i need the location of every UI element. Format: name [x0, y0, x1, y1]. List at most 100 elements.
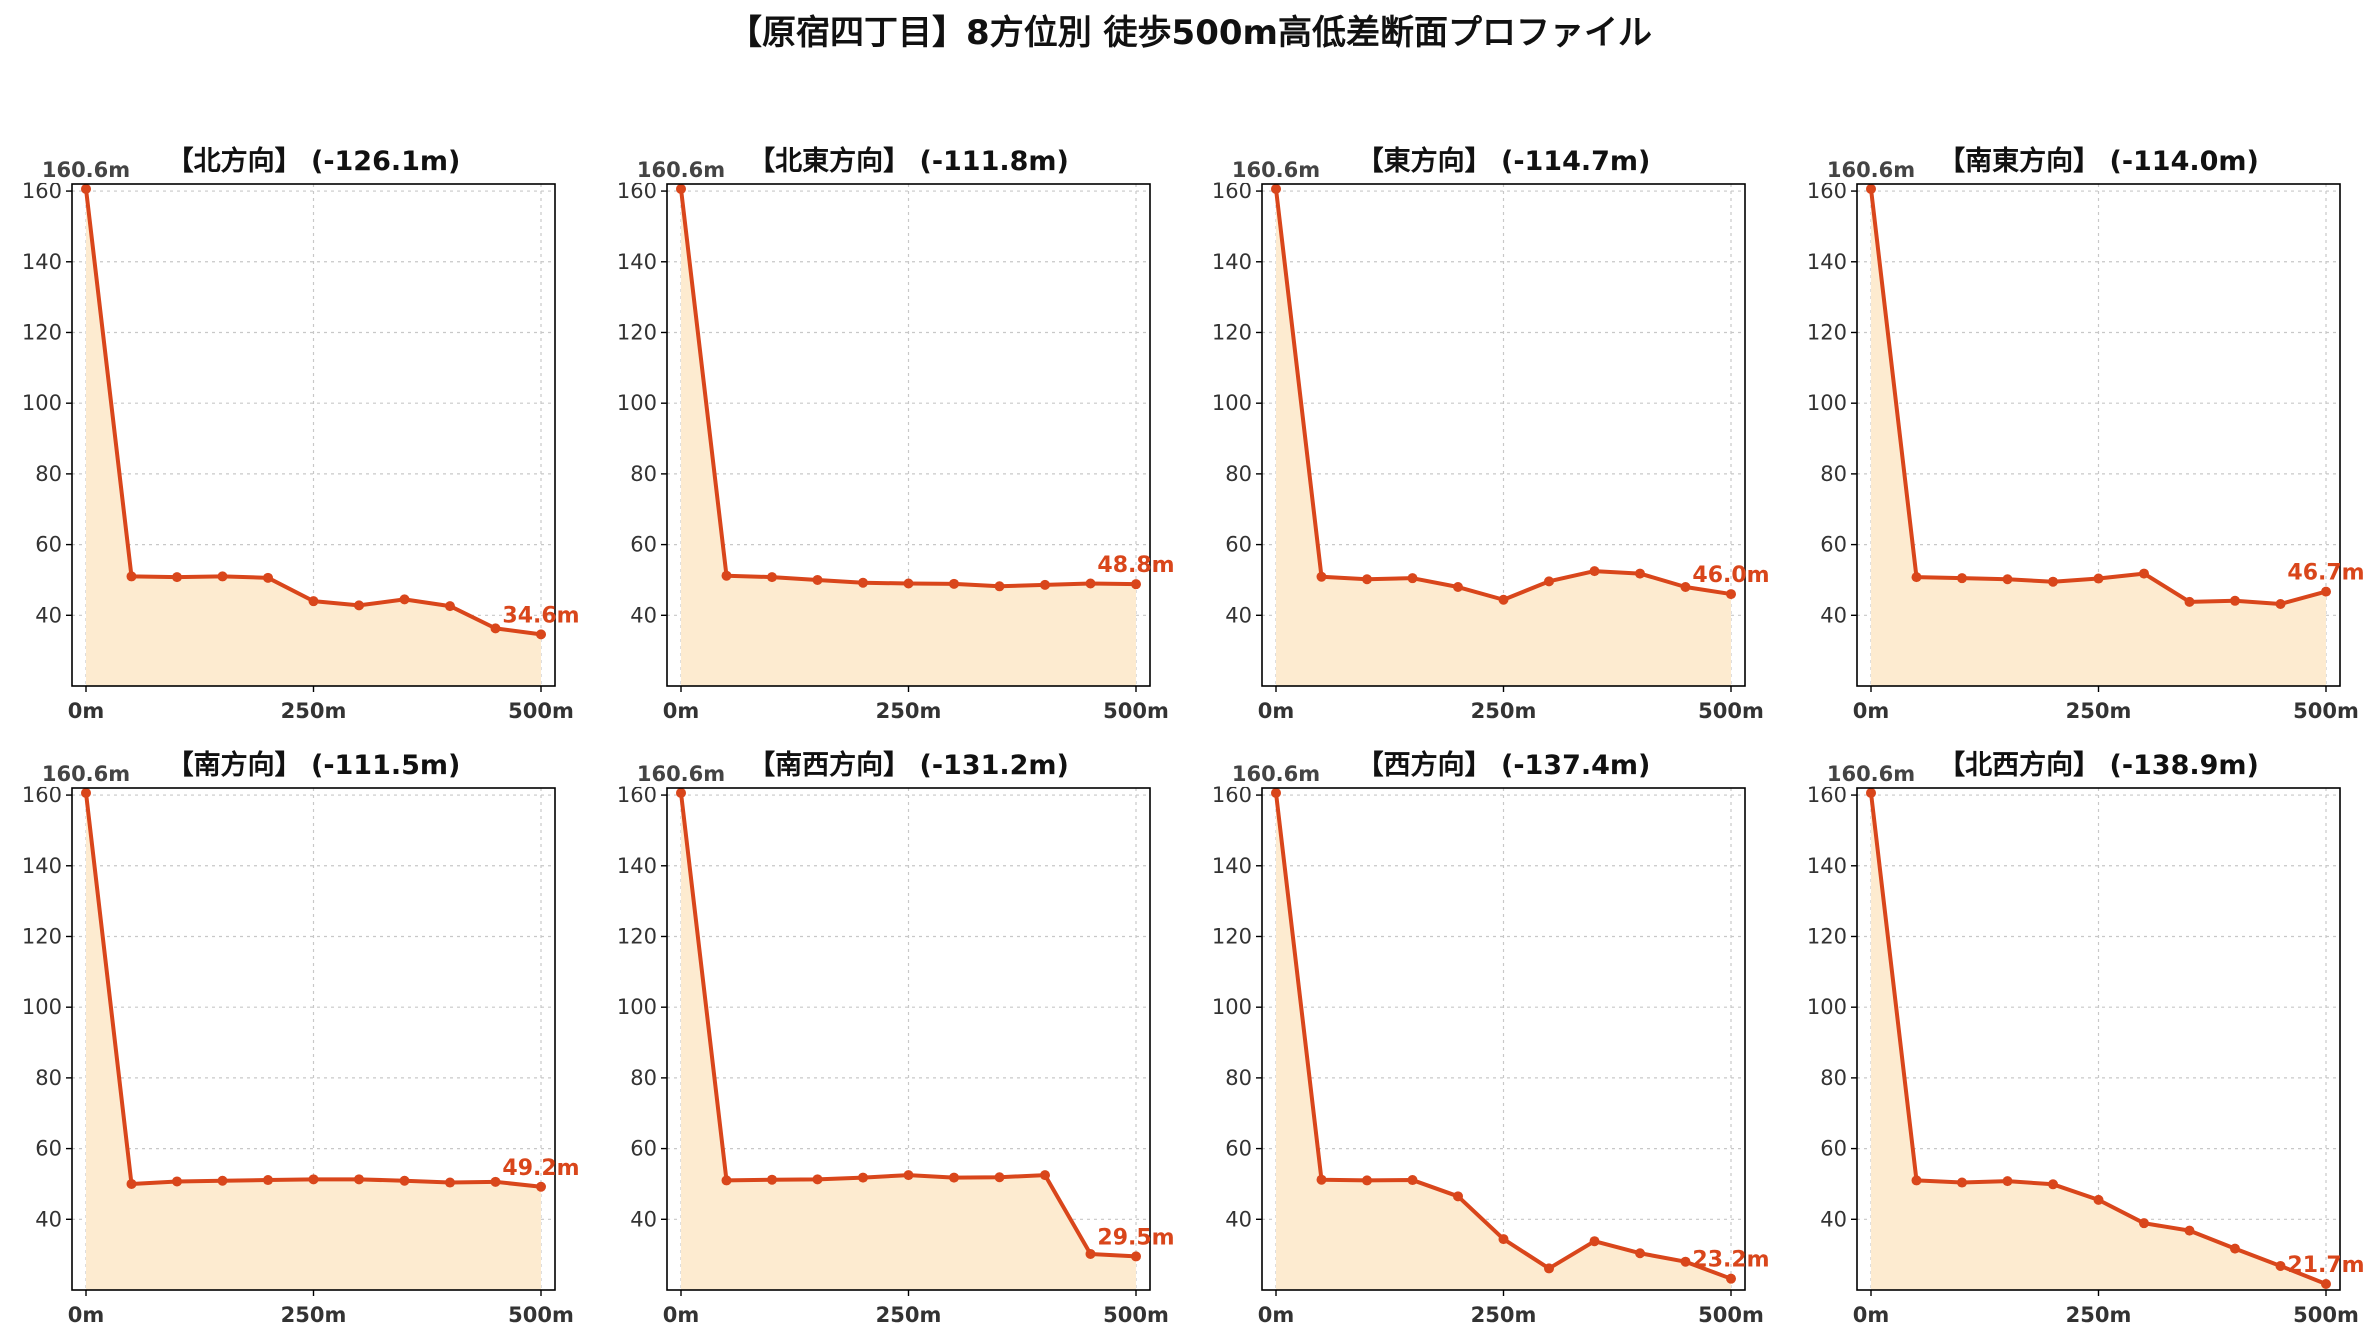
start-label: 160.6m [637, 158, 725, 182]
data-point [308, 1174, 319, 1185]
data-point [263, 572, 273, 583]
x-tick-label: 250m [2066, 699, 2132, 723]
data-point [1407, 573, 1418, 584]
y-tick-label: 60 [630, 1137, 657, 1161]
y-tick-label: 140 [1807, 854, 1847, 878]
y-tick-label: 140 [617, 250, 657, 274]
data-point [676, 183, 686, 194]
y-tick-label: 60 [1225, 1137, 1252, 1161]
data-point [1957, 573, 1967, 584]
y-tick-label: 100 [617, 391, 657, 415]
y-tick-label: 40 [1820, 603, 1847, 627]
panel-title-bg [142, 134, 485, 182]
data-point [1453, 1191, 1463, 1202]
end-label: 21.7m [2287, 1253, 2364, 1278]
data-point [1316, 571, 1327, 582]
start-label: 160.6m [1827, 762, 1915, 786]
x-tick-label: 500m [1103, 1303, 1169, 1327]
panel-title: 【北東方向】 (-111.8m) [748, 145, 1069, 177]
x-tick-label: 0m [1853, 699, 1890, 723]
start-label-bg [1228, 156, 1324, 183]
x-tick-label: 500m [1698, 699, 1764, 723]
x-tick-label: 500m [508, 1303, 574, 1327]
panel-title-bg [1927, 134, 2270, 182]
panel-title-bg [1332, 738, 1675, 786]
data-point [490, 1176, 501, 1187]
start-label-bg [1823, 760, 1919, 787]
data-point [490, 623, 501, 634]
y-tick-label: 40 [35, 1207, 62, 1231]
y-tick-label: 80 [630, 462, 657, 486]
y-tick-label: 100 [22, 391, 62, 415]
data-point [1131, 579, 1141, 590]
data-point [676, 787, 686, 798]
y-tick-label: 160 [617, 783, 657, 807]
data-point [81, 787, 91, 798]
y-tick-label: 60 [1225, 533, 1252, 557]
y-tick-label: 80 [630, 1066, 657, 1090]
x-tick-label: 250m [876, 1303, 942, 1327]
data-point [2048, 1179, 2058, 1190]
data-point [126, 1178, 137, 1189]
end-label: 29.5m [1097, 1225, 1174, 1250]
data-point [1680, 582, 1691, 593]
panel-title: 【北方向】 (-126.1m) [167, 145, 461, 177]
y-tick-label: 60 [630, 533, 657, 557]
data-point [263, 1175, 273, 1186]
y-tick-label: 140 [1212, 854, 1252, 878]
panel-4: 40 60 80 100 120 140 160 0m 250m 500m 160.6m 49.2m 【… [22, 738, 580, 1327]
data-point [445, 601, 455, 612]
data-point [949, 1172, 959, 1183]
data-point [2184, 1225, 2195, 1236]
data-point [812, 1174, 823, 1185]
start-label-bg [38, 760, 134, 787]
y-tick-label: 160 [1212, 179, 1252, 203]
x-tick-label: 0m [68, 699, 105, 723]
data-point [2002, 574, 2013, 585]
start-label-bg [633, 760, 729, 787]
data-point [354, 1174, 364, 1185]
start-label: 160.6m [1827, 158, 1915, 182]
data-point [767, 1174, 777, 1185]
y-tick-label: 140 [1807, 250, 1847, 274]
data-point [1407, 1175, 1418, 1186]
y-tick-label: 100 [617, 995, 657, 1019]
y-tick-label: 120 [1212, 320, 1252, 344]
data-point [721, 1175, 732, 1186]
y-tick-label: 80 [35, 1066, 62, 1090]
y-tick-label: 160 [1807, 783, 1847, 807]
y-tick-label: 160 [1212, 783, 1252, 807]
data-point [399, 594, 410, 605]
data-point [2002, 1176, 2013, 1187]
panel-1: 40 60 80 100 120 140 160 0m 250m 500m 160.6m 48.8m 【… [617, 134, 1175, 723]
area-fill [1276, 188, 1731, 687]
panels: 40 60 80 100 120 140 160 0m 250m 500m 160.6m 34.6m 【… [22, 134, 2365, 1327]
x-tick-label: 500m [1698, 1303, 1764, 1327]
data-point [858, 577, 868, 588]
panel-0: 40 60 80 100 120 140 160 0m 250m 500m 160.6m 34.6m 【… [22, 134, 580, 723]
data-point [2275, 1260, 2286, 1271]
area-fill [1871, 188, 2326, 687]
x-tick-label: 250m [1471, 1303, 1537, 1327]
data-point [1680, 1256, 1691, 1267]
data-point [1453, 582, 1463, 593]
data-point [217, 571, 228, 582]
data-point [994, 1172, 1005, 1183]
data-point [308, 596, 319, 607]
y-tick-label: 80 [1820, 462, 1847, 486]
start-label-bg [1228, 760, 1324, 787]
figure-title: 【原宿四丁目】8方位別 徒歩500m高低差断面プロファイル [728, 13, 1652, 53]
panel-6: 40 60 80 100 120 140 160 0m 250m 500m 160.6m 23.2m 【… [1212, 738, 1770, 1327]
y-tick-label: 60 [35, 1137, 62, 1161]
panel-title-bg [1332, 134, 1675, 182]
data-point [1131, 1251, 1141, 1262]
data-point [354, 600, 364, 611]
data-point [1271, 183, 1281, 194]
data-point [399, 1175, 410, 1186]
x-tick-label: 250m [1471, 699, 1537, 723]
y-tick-label: 60 [1820, 1137, 1847, 1161]
y-tick-label: 40 [35, 603, 62, 627]
start-label-bg [633, 156, 729, 183]
start-label: 160.6m [1232, 158, 1320, 182]
